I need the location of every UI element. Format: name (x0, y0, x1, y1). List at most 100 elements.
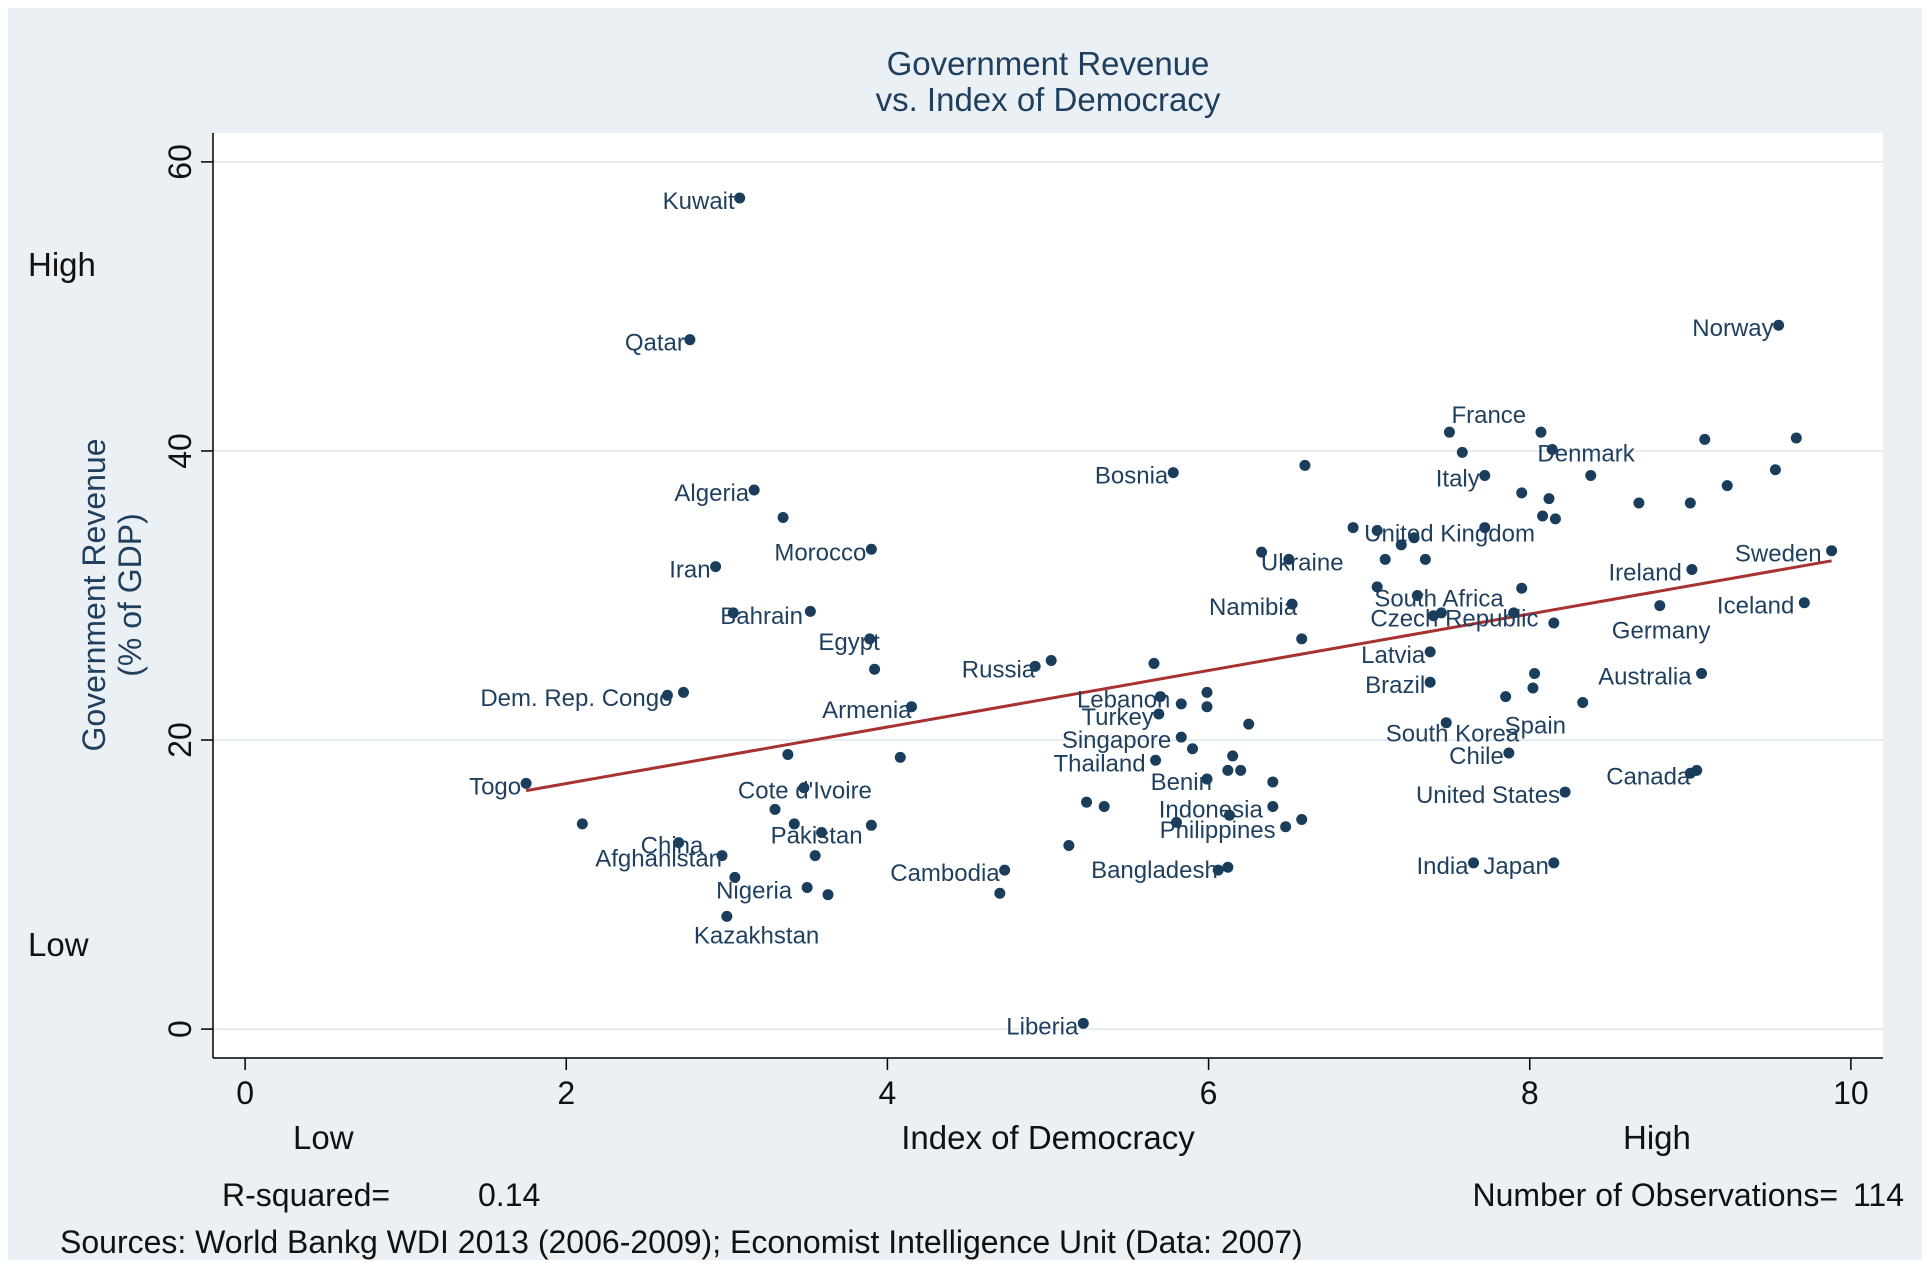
point-label: Spain (1505, 713, 1566, 740)
chart-title-line-2: vs. Index of Democracy (876, 81, 1221, 118)
data-point (1283, 553, 1295, 565)
point-label: Liberia (1006, 1013, 1079, 1040)
y-high-label: High (28, 246, 96, 283)
point-label: Turkey (1081, 704, 1153, 731)
observations-label: Number of Observations= (1473, 1177, 1839, 1213)
data-point (520, 777, 532, 789)
data-point (1154, 691, 1166, 703)
point-label: Russia (962, 656, 1036, 683)
point-label: Togo (469, 773, 521, 800)
data-point (994, 887, 1006, 899)
data-point (1773, 319, 1785, 331)
data-point (1684, 497, 1696, 509)
data-point (1223, 809, 1235, 821)
point-label: Canada (1606, 763, 1691, 790)
x-tick-label: 2 (557, 1075, 575, 1111)
data-point (869, 663, 881, 675)
data-point (1299, 459, 1311, 471)
data-point (727, 607, 739, 619)
data-point (1443, 426, 1455, 438)
data-point (1543, 493, 1555, 505)
data-point (1081, 796, 1093, 808)
point-label: Benin (1151, 769, 1212, 796)
point-label: Italy (1436, 466, 1480, 493)
point-label: Morocco (774, 539, 866, 566)
point-label: Brazil (1365, 672, 1425, 699)
point-label: Egypt (818, 629, 880, 656)
point-label: Cote d'Ivoire (738, 778, 872, 805)
point-label: Singapore (1062, 727, 1171, 754)
data-point (1222, 861, 1234, 873)
data-point (1286, 598, 1298, 610)
data-point (1201, 686, 1213, 698)
r-squared-label: R-squared= (222, 1177, 390, 1213)
data-point (721, 910, 733, 922)
data-point (1826, 545, 1838, 557)
data-point (1267, 776, 1279, 788)
data-point (1201, 701, 1213, 713)
data-point (1559, 786, 1571, 798)
data-point (1175, 698, 1187, 710)
y-tick-label: 40 (162, 433, 198, 469)
data-point (1201, 773, 1213, 785)
data-point (1175, 731, 1187, 743)
data-point (1699, 433, 1711, 445)
axis-ticks: 0 20 40 60 0 2 4 6 8 10 (162, 144, 1869, 1111)
data-point (1684, 767, 1696, 779)
data-point (1696, 668, 1708, 680)
data-point (1187, 743, 1199, 755)
data-point (865, 543, 877, 555)
point-label: Algeria (674, 480, 749, 507)
data-point (798, 782, 810, 794)
point-label: Nigeria (716, 877, 793, 904)
data-point (777, 511, 789, 523)
data-point (1077, 1017, 1089, 1029)
data-point (1790, 432, 1802, 444)
point-label: Lebanon (1077, 687, 1170, 714)
y-tick-label: 60 (162, 144, 198, 180)
data-point (1267, 801, 1279, 813)
y-tick-label: 20 (162, 722, 198, 758)
x-tick-label: 6 (1200, 1075, 1218, 1111)
data-point (673, 837, 685, 849)
y-axis-label-line-2: (% of GDP) (112, 513, 148, 677)
x-tick-label: 10 (1833, 1075, 1869, 1111)
data-point (804, 605, 816, 617)
point-label: France (1451, 402, 1526, 429)
data-point (1227, 750, 1239, 762)
data-point (1529, 668, 1541, 680)
point-label: Bangladesh (1091, 857, 1218, 884)
grid-lines (213, 160, 1883, 1031)
point-label: United Kingdom (1364, 520, 1535, 547)
data-point (1686, 563, 1698, 575)
point-label: Kazakhstan (694, 922, 819, 949)
data-point (1548, 857, 1560, 869)
data-point (1537, 510, 1549, 522)
data-point (1371, 524, 1383, 536)
data-point (661, 689, 673, 701)
point-label: United States (1416, 782, 1560, 809)
data-point (822, 889, 834, 901)
y-tick-label: 0 (162, 1020, 198, 1038)
r-squared-value: 0.14 (478, 1177, 540, 1213)
point-label: Bahrain (720, 603, 803, 630)
point-label: Namibia (1209, 594, 1298, 621)
data-point (1479, 470, 1491, 482)
data-point (1296, 814, 1308, 826)
data-point (1256, 546, 1268, 558)
data-point (716, 850, 728, 862)
data-point (1456, 446, 1468, 458)
data-point (1633, 497, 1645, 509)
data-point (782, 748, 794, 760)
data-point (1371, 581, 1383, 593)
y-low-label: Low (28, 926, 89, 963)
data-point (809, 850, 821, 862)
data-point (1395, 539, 1407, 551)
point-label: Japan (1483, 853, 1548, 880)
data-point (1468, 857, 1480, 869)
point-label: Iran (669, 557, 710, 584)
data-point (1235, 764, 1247, 776)
data-point (729, 871, 741, 883)
y-axis-label-line-1: Government Revenue (76, 438, 112, 751)
point-label: Cambodia (890, 860, 1000, 887)
